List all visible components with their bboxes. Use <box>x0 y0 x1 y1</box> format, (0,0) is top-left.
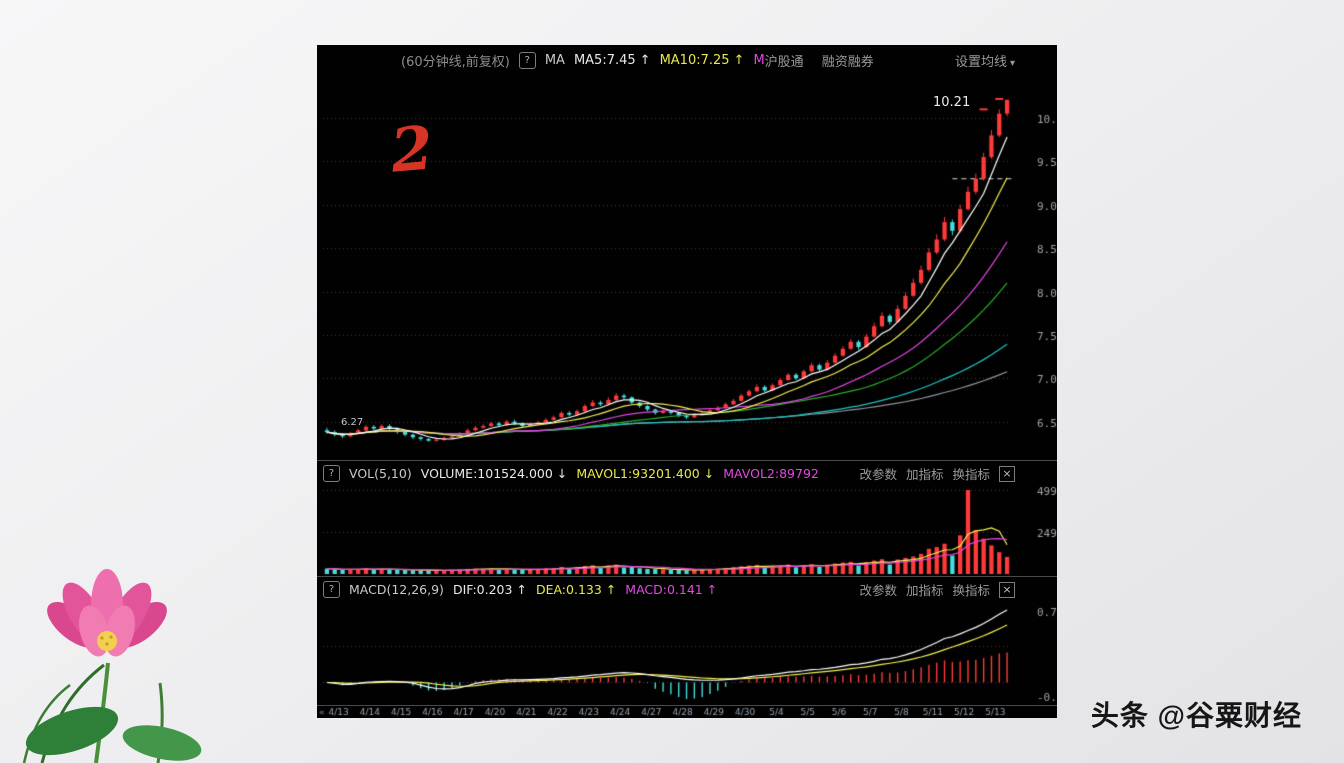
vol-indicator-label: VOL(5,10) <box>349 466 412 481</box>
ma5-value: MA5:7.45 <box>573 52 636 68</box>
candlestick-canvas[interactable] <box>317 75 1057 460</box>
add-indicator-button[interactable]: 加指标 <box>905 467 944 482</box>
mavol1-down-arrow: ↓ <box>703 466 715 481</box>
macd-pane-header: ? MACD(12,26,9) DIF:0.203 ↑ DEA:0.133 ↑ … <box>317 576 1057 602</box>
switch-indicator-button[interactable]: 换指标 <box>952 583 990 598</box>
lotus-flower-image <box>22 569 202 763</box>
macd-value: MACD:0.141 <box>625 582 703 597</box>
dif-value: DIF:0.203 <box>452 582 513 597</box>
date-axis <box>317 705 1057 718</box>
ma20-partial-label: M <box>753 52 765 68</box>
macd-up-arrow: ↑ <box>706 582 718 597</box>
volume-value: VOLUME:101524.000 <box>420 466 553 481</box>
macd-indicator-label: MACD(12,26,9) <box>349 582 444 597</box>
low-price-label: 6.27 <box>341 417 364 428</box>
ma5-up-arrow: ↑ <box>639 52 651 68</box>
menu-ma-settings[interactable]: 设置均线 ▾ <box>955 51 1015 70</box>
volume-pane-header: ? VOL(5,10) VOLUME:101524.000 ↓ MAVOL1:9… <box>317 460 1057 486</box>
help-icon[interactable]: ? <box>323 465 340 482</box>
change-params-button[interactable]: 改参数 <box>859 467 897 482</box>
watermark-text: 头条 @谷粟财经 <box>1090 700 1302 731</box>
ma-settings-label: 设置均线 <box>954 54 1007 70</box>
dif-up-arrow: ↑ <box>516 582 527 597</box>
stock-chart-window: (60分钟线,前复权) ? MA MA5:7.45 ↑ MA10:7.25 ↑ … <box>317 45 1057 718</box>
change-params-button[interactable]: 改参数 <box>859 583 897 598</box>
ma10-value: MA10:7.25 <box>659 52 730 68</box>
lotus-bloom <box>47 569 167 657</box>
dea-up-arrow: ↑ <box>605 582 617 597</box>
ma-label: MA <box>544 52 565 68</box>
chart-toolbar: (60分钟线,前复权) ? MA MA5:7.45 ↑ MA10:7.25 ↑ … <box>317 45 1057 75</box>
menu-hugutong[interactable]: 沪股通 <box>764 54 804 70</box>
volume-canvas[interactable] <box>317 486 1057 576</box>
help-icon[interactable]: ? <box>518 51 536 69</box>
date-axis-canvas <box>317 706 1057 718</box>
volume-down-arrow: ↓ <box>556 466 568 481</box>
close-icon[interactable]: × <box>999 465 1015 482</box>
menu-margin-trading[interactable]: 融资融券 <box>821 54 874 70</box>
switch-indicator-button[interactable]: 换指标 <box>952 467 990 482</box>
help-icon[interactable]: ? <box>323 581 340 598</box>
main-price-pane: 2 10.21 6.27 <box>317 75 1057 460</box>
add-indicator-button[interactable]: 加指标 <box>905 583 944 598</box>
dea-value: DEA:0.133 <box>535 582 602 597</box>
caret-down-icon: ▾ <box>1009 57 1015 69</box>
macd-canvas[interactable] <box>317 602 1057 705</box>
mavol1-value: MAVOL1:93201.400 <box>576 466 700 481</box>
last-price-label: 10.21 <box>933 95 971 110</box>
mavol2-value: MAVOL2:89792 <box>723 466 819 481</box>
ma10-up-arrow: ↑ <box>733 52 745 68</box>
chart-title: (60分钟线,前复权) <box>401 54 510 70</box>
close-icon[interactable]: × <box>999 581 1015 598</box>
